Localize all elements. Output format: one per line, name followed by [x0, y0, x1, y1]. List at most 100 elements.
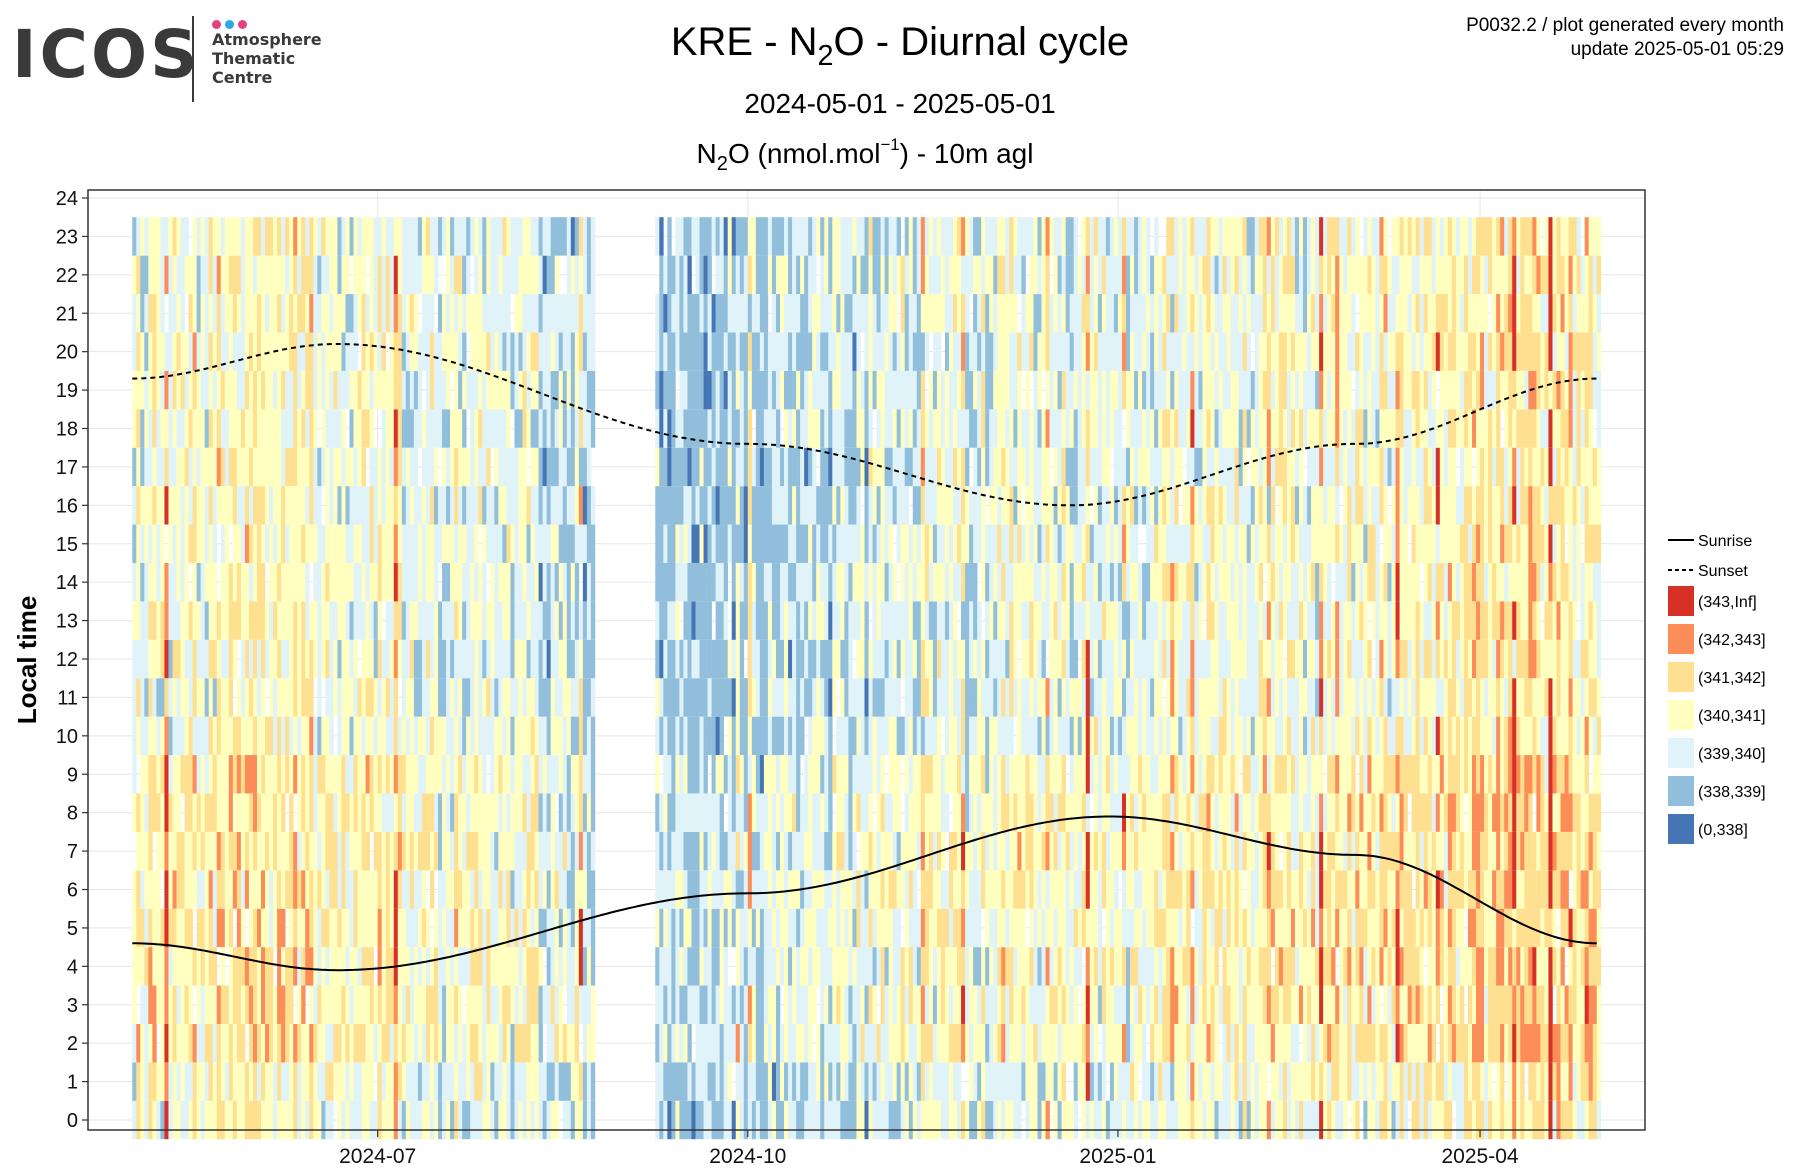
heatmap-tile	[522, 409, 527, 448]
heatmap-tile	[462, 1062, 467, 1101]
heatmap-tile	[482, 1100, 487, 1140]
heatmap-tile	[273, 755, 278, 794]
heatmap-tile	[816, 409, 821, 448]
heatmap-tile	[731, 678, 737, 717]
heatmap-tile	[526, 639, 531, 679]
heatmap-tile	[498, 486, 503, 525]
heatmap-tile	[997, 755, 1002, 794]
heatmap-tile	[957, 947, 962, 986]
heatmap-tile	[788, 1100, 793, 1140]
heatmap-tile	[450, 562, 455, 602]
heatmap-tile	[530, 1100, 535, 1140]
heatmap-tile	[136, 793, 141, 832]
heatmap-tile	[188, 755, 193, 794]
heatmap-tile	[671, 562, 676, 602]
heatmap-tile	[812, 332, 817, 371]
heatmap-tile	[160, 332, 165, 371]
heatmap-tile	[957, 409, 962, 448]
heatmap-tile	[220, 985, 226, 1024]
heatmap-tile	[502, 793, 507, 832]
heatmap-tile	[655, 870, 660, 909]
heatmap-tile	[377, 601, 382, 640]
heatmap-tile	[365, 755, 370, 794]
heatmap-tile	[369, 870, 374, 909]
heatmap-tile	[731, 639, 737, 679]
heatmap-tile	[788, 447, 793, 487]
heatmap-tile	[771, 447, 777, 487]
heatmap-tile	[301, 947, 306, 986]
heatmap-tile	[771, 601, 777, 640]
heatmap-tile	[409, 678, 415, 717]
heatmap-tile	[848, 831, 853, 871]
heatmap-tile	[140, 562, 145, 602]
heatmap-tile	[442, 217, 447, 256]
heatmap-tile	[438, 985, 443, 1024]
heatmap-tile	[936, 601, 942, 640]
heatmap-tile	[699, 947, 704, 986]
heatmap-tile	[703, 870, 708, 909]
heatmap-tile	[876, 601, 881, 640]
heatmap-tile	[771, 524, 777, 563]
heatmap-tile	[538, 332, 543, 371]
heatmap-tile	[940, 985, 946, 1024]
heatmap-tile	[796, 985, 801, 1024]
heatmap-tile	[140, 601, 145, 640]
heatmap-tile	[429, 562, 435, 602]
heatmap-tile	[554, 217, 560, 256]
heatmap-tile	[888, 870, 893, 909]
heatmap-tile	[438, 639, 443, 679]
heatmap-tile	[852, 562, 857, 602]
heatmap-tile	[747, 908, 753, 948]
heatmap-tile	[796, 409, 801, 448]
heatmap-tile	[940, 947, 946, 986]
heatmap-tile	[659, 562, 664, 602]
heatmap-tile	[961, 217, 966, 256]
heatmap-tile	[884, 870, 889, 909]
heatmap-tile	[389, 985, 395, 1024]
heatmap-tile	[699, 217, 704, 256]
heatmap-tile	[876, 639, 881, 679]
heatmap-tile	[486, 255, 491, 295]
heatmap-tile	[1009, 486, 1014, 525]
heatmap-tile	[808, 831, 813, 871]
heatmap-tile	[550, 447, 555, 487]
heatmap-tile	[1009, 1023, 1014, 1063]
heatmap-tile	[562, 1100, 568, 1140]
heatmap-tile	[582, 793, 588, 832]
heatmap-tile	[1009, 1062, 1014, 1101]
heatmap-tile	[961, 1100, 966, 1140]
heatmap-tile	[687, 217, 692, 256]
heatmap-tile	[349, 217, 354, 256]
heatmap-tile	[1025, 947, 1030, 986]
heatmap-tile	[904, 870, 910, 909]
heatmap-tile	[546, 601, 551, 640]
heatmap-tile	[297, 908, 302, 948]
heatmap-tile	[570, 370, 576, 410]
heatmap-tile	[699, 524, 704, 563]
heatmap-tile	[816, 716, 821, 756]
heatmap-tile	[297, 755, 302, 794]
heatmap-tile	[590, 562, 596, 602]
heatmap-tile	[240, 332, 246, 371]
heatmap-tile	[743, 409, 749, 448]
heatmap-tile	[208, 524, 214, 563]
heatmap-tile	[788, 370, 793, 410]
heatmap-tile	[132, 447, 137, 487]
heatmap-tile	[788, 332, 793, 371]
heatmap-tile	[148, 601, 153, 640]
heatmap-tile	[751, 601, 757, 640]
heatmap-tile	[401, 1023, 407, 1063]
heatmap-tile	[852, 255, 857, 295]
heatmap-tile	[232, 370, 238, 410]
heatmap-tile	[920, 255, 926, 295]
heatmap-tile	[836, 562, 841, 602]
heatmap-tile	[667, 716, 672, 756]
heatmap-tile	[1013, 486, 1018, 525]
heatmap-tile	[417, 985, 423, 1024]
logo-wordmark: ICOS	[12, 16, 201, 93]
heatmap-tile	[248, 716, 254, 756]
heatmap-tile	[655, 755, 660, 794]
heatmap-tile	[224, 601, 230, 640]
heatmap-tile	[735, 1023, 741, 1063]
heatmap-tile	[204, 486, 209, 525]
